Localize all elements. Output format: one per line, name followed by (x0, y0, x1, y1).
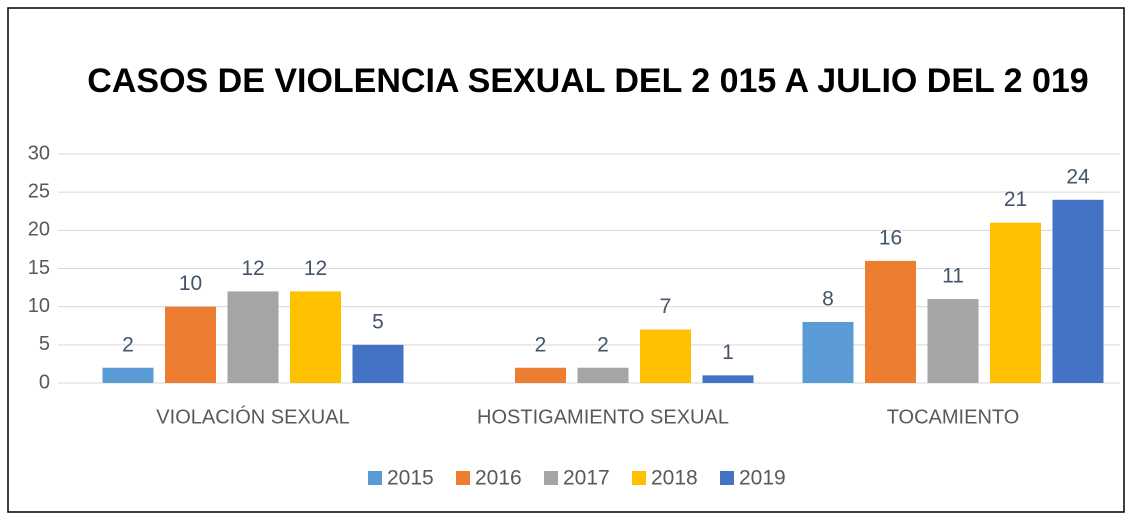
y-tick-label: 30 (28, 142, 50, 164)
bar (102, 367, 154, 383)
data-label: 12 (304, 257, 327, 280)
bar (1052, 199, 1104, 383)
bar (927, 299, 979, 383)
data-label: 11 (942, 265, 964, 288)
bar (990, 222, 1041, 383)
data-label: 2 (535, 333, 547, 356)
legend-swatch (544, 471, 558, 485)
data-label: 10 (179, 272, 202, 295)
bar (290, 291, 341, 383)
bar (577, 367, 629, 383)
bar (515, 367, 566, 383)
bar (802, 321, 854, 383)
y-tick-label: 5 (39, 333, 50, 355)
data-label: 24 (1066, 165, 1090, 188)
y-tick-label: 15 (28, 257, 50, 279)
data-label: 16 (879, 226, 902, 249)
chart-title: CASOS DE VIOLENCIA SEXUAL DEL 2 015 A JU… (87, 62, 1088, 100)
data-label: 8 (822, 287, 834, 310)
bar (865, 260, 916, 383)
x-tick-label: VIOLACIÓN SEXUAL (156, 405, 349, 428)
legend-label: 2015 (387, 467, 434, 490)
data-label: 2 (122, 333, 134, 356)
chart-frame (7, 7, 1125, 513)
y-tick-label: 10 (28, 295, 50, 317)
y-tick-label: 0 (39, 371, 50, 393)
x-tick-label: TOCAMIENTO (887, 406, 1020, 428)
bar (640, 329, 691, 383)
bar (352, 344, 404, 383)
legend-swatch (368, 471, 382, 485)
legend-label: 2019 (739, 467, 786, 490)
legend-swatch (632, 471, 646, 485)
bar (227, 291, 279, 383)
legend-swatch (720, 471, 734, 485)
data-label: 12 (241, 257, 264, 280)
y-tick-label: 25 (28, 180, 50, 202)
bar (165, 306, 216, 383)
data-label: 1 (722, 341, 734, 364)
data-label: 5 (372, 310, 384, 333)
legend-label: 2018 (651, 467, 698, 490)
legend-label: 2017 (563, 467, 610, 490)
bar (702, 375, 754, 383)
legend-label: 2016 (475, 467, 522, 490)
data-label: 2 (597, 333, 609, 356)
x-tick-label: HOSTIGAMIENTO SEXUAL (477, 406, 729, 428)
legend-swatch (456, 471, 470, 485)
data-label: 7 (660, 295, 672, 318)
data-label: 21 (1004, 188, 1027, 211)
y-tick-label: 20 (28, 219, 50, 241)
